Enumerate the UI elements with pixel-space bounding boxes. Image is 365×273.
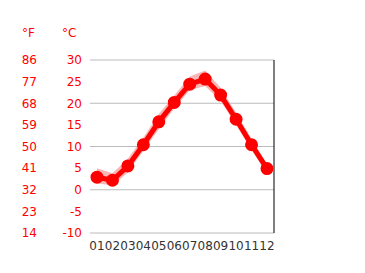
svg-text:03: 03 (120, 239, 135, 253)
html-text:°F: °F (22, 26, 35, 40)
svg-text:05: 05 (151, 239, 166, 253)
svg-text:41: 41 (22, 161, 37, 175)
svg-text:02: 02 (105, 239, 120, 253)
svg-text:32: 32 (22, 183, 37, 197)
svg-text:12: 12 (259, 239, 274, 253)
svg-text:14: 14 (22, 226, 37, 240)
svg-text:07: 07 (182, 239, 197, 253)
svg-text:86: 86 (22, 53, 37, 67)
svg-text:20: 20 (67, 97, 82, 111)
svg-text:77: 77 (22, 75, 37, 89)
svg-text:0: 0 (74, 183, 82, 197)
svg-text:25: 25 (67, 75, 82, 89)
svg-text:15: 15 (67, 118, 82, 132)
svg-text:11: 11 (244, 239, 259, 253)
svg-text:23: 23 (22, 205, 37, 219)
svg-text:5: 5 (74, 161, 82, 175)
svg-text:09: 09 (213, 239, 228, 253)
svg-text:06: 06 (167, 239, 182, 253)
svg-text:-10: -10 (62, 226, 82, 240)
svg-text:08: 08 (198, 239, 213, 253)
svg-text:-5: -5 (70, 205, 82, 219)
svg-text:04: 04 (136, 239, 151, 253)
svg-text:10: 10 (67, 140, 82, 154)
svg-text:01: 01 (89, 239, 104, 253)
svg-text:68: 68 (22, 97, 37, 111)
svg-text:10: 10 (228, 239, 243, 253)
svg-text:30: 30 (67, 53, 82, 67)
svg-text:50: 50 (22, 140, 37, 154)
svg-text:59: 59 (22, 118, 37, 132)
html-text:°C: °C (62, 26, 77, 40)
